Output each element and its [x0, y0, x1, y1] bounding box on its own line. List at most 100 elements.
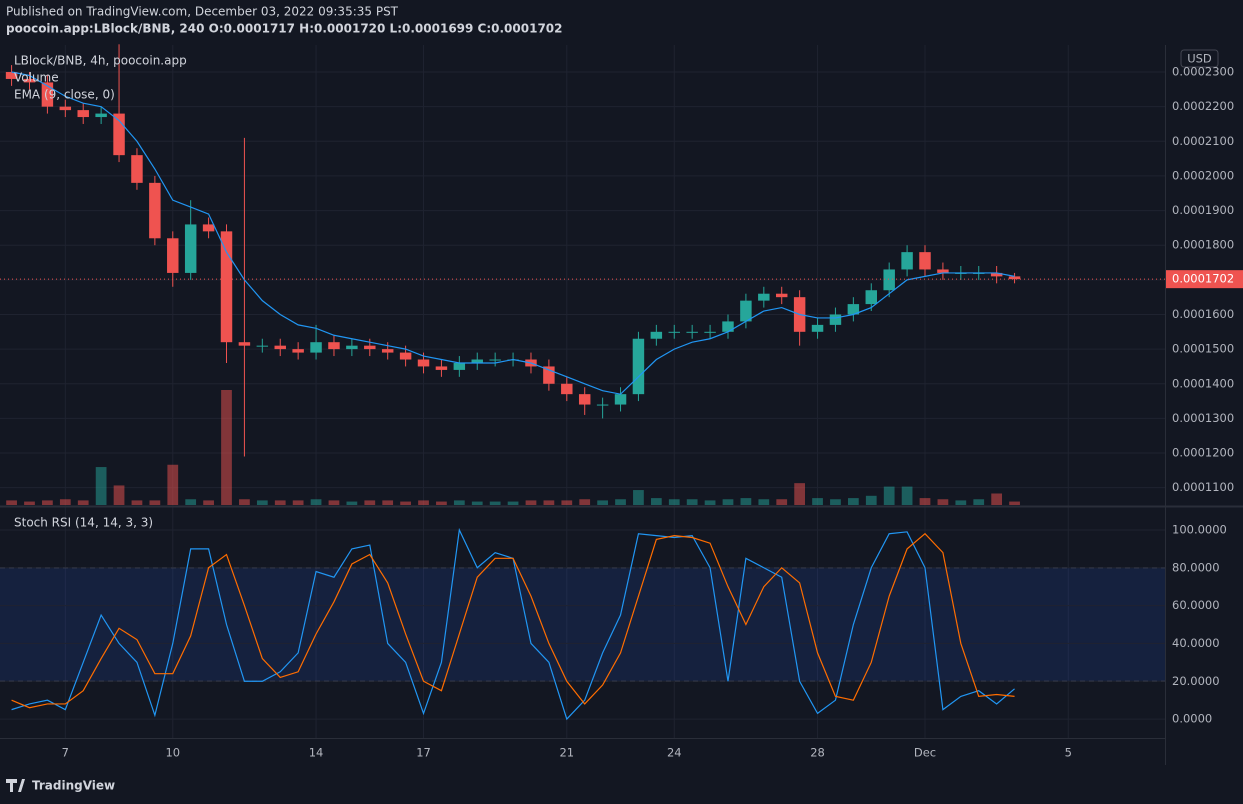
y-tick-label: 0.0001900	[1172, 203, 1234, 217]
volume-bar	[113, 485, 125, 505]
candle-body	[489, 359, 501, 361]
brand[interactable]: TradingView	[32, 779, 115, 793]
candle-body	[614, 394, 627, 405]
y-tick-label: 0.0002200	[1172, 99, 1234, 113]
candle-body	[847, 304, 860, 315]
candle-body	[919, 252, 931, 270]
candle-body	[238, 342, 251, 346]
volume-bar	[185, 499, 197, 505]
volume-bar	[256, 500, 268, 505]
volume-bar	[1009, 501, 1020, 505]
candle-body	[596, 404, 609, 406]
candle-body	[328, 342, 340, 350]
volume-bar	[597, 500, 608, 505]
candle-body	[59, 106, 72, 111]
candle-body	[901, 252, 913, 270]
logo-icon[interactable]	[6, 779, 25, 792]
y-tick-label: 80.0000	[1172, 560, 1220, 574]
candle-body	[202, 224, 215, 232]
candle-body	[453, 362, 466, 370]
volume-bar	[561, 500, 573, 505]
ema-legend: EMA (9, close, 0)	[14, 88, 115, 102]
candle-body	[95, 113, 107, 118]
chart-title: LBlock/BNB, 4h, poocoin.app	[14, 54, 187, 68]
volume-bar	[615, 499, 626, 505]
volume-bar	[346, 501, 358, 505]
y-tick-label: 0.0001500	[1172, 342, 1234, 356]
volume-bar	[633, 490, 644, 505]
volume-bar	[274, 500, 286, 505]
x-tick-label: 21	[559, 746, 574, 760]
x-tick-label: 28	[810, 746, 825, 760]
y-tick-label: 0.0002000	[1172, 168, 1234, 182]
candle-body	[704, 331, 716, 333]
ohlc-line: poocoin.app:LBlock/BNB, 240 O:0.0001717 …	[6, 22, 563, 36]
y-tick-label: 100.0000	[1172, 522, 1227, 536]
volume-bar	[650, 498, 662, 505]
volume-legend: Volume	[14, 71, 59, 85]
candle-body	[937, 269, 949, 273]
volume-bar	[24, 501, 35, 505]
volume-bar	[489, 501, 501, 505]
volume-bar	[830, 499, 841, 505]
candle-body	[435, 366, 448, 370]
y-tick-label: 0.0001300	[1172, 411, 1234, 425]
candle-body	[167, 238, 179, 273]
candle-body	[310, 342, 322, 353]
volume-bar	[42, 500, 53, 505]
volume-bar	[794, 483, 806, 505]
candle-body	[41, 82, 54, 107]
candle-body	[668, 331, 680, 333]
published-line: Published on TradingView.com, December 0…	[6, 5, 399, 19]
volume-bar	[471, 501, 483, 505]
volume-bar	[310, 499, 322, 505]
candle-body	[740, 300, 752, 322]
y-tick-label: 60.0000	[1172, 598, 1220, 612]
volume-bar	[203, 500, 214, 505]
candle-body	[865, 290, 878, 305]
candle-body	[829, 314, 842, 325]
volume-bar	[453, 500, 465, 505]
volume-bar	[579, 499, 591, 505]
volume-bar	[973, 499, 985, 505]
candle-body	[578, 394, 591, 405]
candle-body	[23, 78, 36, 83]
volume-bar	[77, 500, 89, 505]
volume-bar	[292, 500, 304, 505]
candle-body	[1008, 276, 1021, 280]
volume-bar	[364, 500, 376, 505]
currency-box[interactable]	[1180, 49, 1219, 68]
candle-body	[883, 269, 895, 291]
volume-bar	[507, 501, 519, 505]
last-price-label: 0.0001702	[1172, 272, 1234, 286]
candle-body	[381, 349, 394, 353]
candle-body	[113, 113, 125, 156]
tradingview-logo[interactable]: TradingView	[6, 779, 115, 793]
candle-body	[5, 72, 18, 79]
candle-body	[543, 366, 555, 384]
volume-bar	[668, 499, 680, 505]
stoch-line	[11, 532, 1015, 709]
volume-bar	[382, 500, 394, 505]
volume-bar	[865, 495, 877, 505]
volume-bar	[883, 486, 895, 505]
x-tick-label: Dec	[914, 746, 936, 760]
currency[interactable]: USD	[1187, 52, 1212, 66]
y-tick-label: 40.0000	[1172, 636, 1220, 650]
stoch-title: Stoch RSI (14, 14, 3, 3)	[14, 516, 153, 530]
volume-bar	[328, 500, 340, 505]
candle-body	[184, 224, 197, 273]
volume-bar	[722, 499, 734, 505]
candle-body	[274, 345, 286, 350]
candle-body	[758, 293, 770, 301]
x-tick-label: 5	[1065, 746, 1072, 760]
volume-bar	[167, 464, 179, 505]
volume-bar	[919, 498, 931, 505]
candle-body	[346, 345, 358, 350]
candle-body	[364, 345, 376, 350]
candle-body	[77, 110, 89, 118]
volume-bar	[239, 499, 250, 505]
candle-body	[775, 293, 788, 298]
candle-body	[722, 321, 734, 332]
candle-body	[561, 383, 573, 395]
